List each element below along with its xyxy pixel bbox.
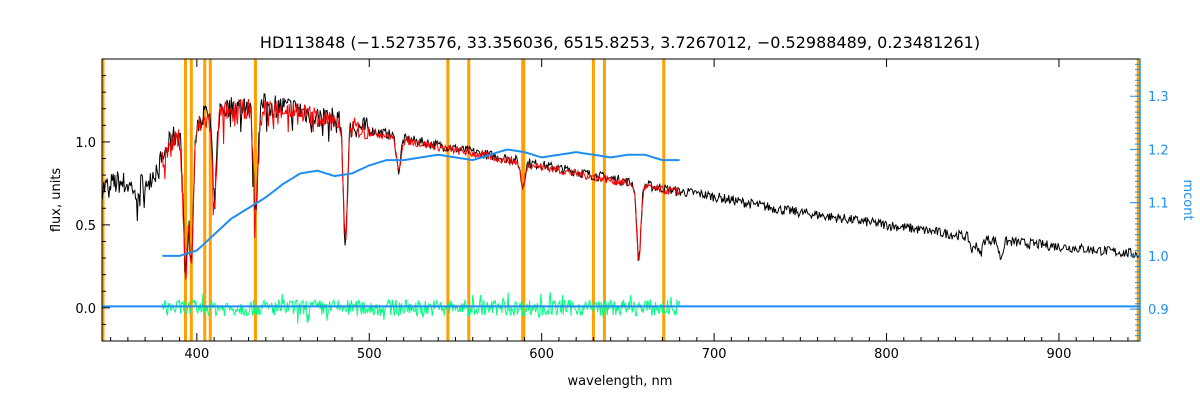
right-tick-label-3: 1.2 [1148, 143, 1169, 158]
continuum-curve-line [162, 148, 680, 257]
right-tick-label-1: 1.0 [1148, 250, 1169, 265]
series-layer [101, 93, 1141, 324]
plot-frame [101, 58, 1141, 342]
right-tick-label-4: 1.3 [1148, 90, 1169, 105]
y-axis-title: flux, units [49, 168, 64, 233]
y-tick-label-0: 0.0 [75, 302, 96, 317]
x-tick-label-700: 700 [702, 347, 727, 362]
y-tick-label-1: 0.5 [75, 219, 96, 234]
line-markers [101, 59, 1140, 341]
model-spectrum-line [161, 99, 681, 280]
x-tick-label-800: 800 [874, 347, 899, 362]
observed-spectrum-line [101, 93, 1141, 273]
y-tick-label-2: 1.0 [75, 136, 96, 151]
x-tick-label-600: 600 [529, 347, 554, 362]
x-tick-label-500: 500 [357, 347, 382, 362]
right-tick-label-2: 1.1 [1148, 197, 1169, 212]
x-tick-label-400: 400 [184, 347, 209, 362]
chart-title: HD113848 (−1.5273576, 33.356036, 6515.82… [260, 33, 980, 52]
x-axis-title: wavelength, nm [568, 374, 673, 389]
residual-line [161, 292, 681, 324]
axes: 400 500 600 700 800 900 0.0 0.5 1.0 0.9 1.0 1.1 1.2 1… [75, 59, 1169, 362]
right-tick-label-0: 0.9 [1148, 303, 1169, 318]
right-axis-title: mcont [1180, 179, 1195, 220]
x-tick-label-900: 900 [1047, 347, 1072, 362]
